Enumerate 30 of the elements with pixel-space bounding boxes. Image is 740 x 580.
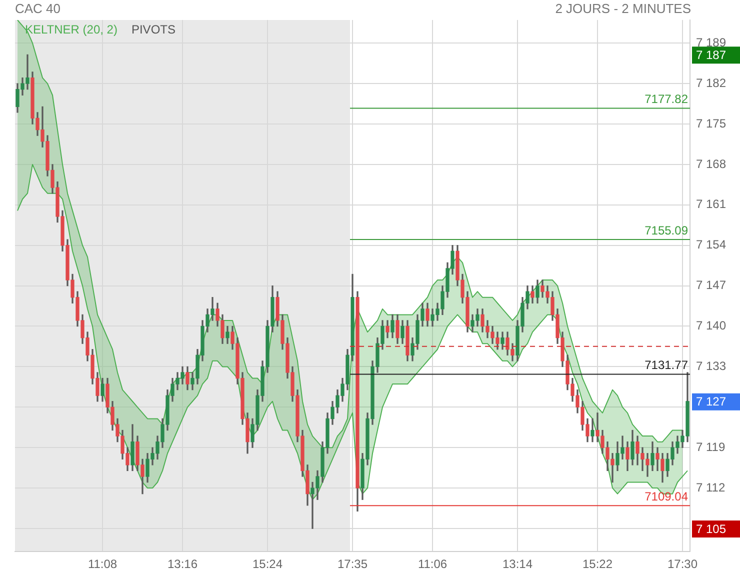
y-tick-label: 7 168 (696, 156, 726, 171)
x-tick-label: 17:30 (667, 557, 698, 572)
y-tick-label: 7 175 (696, 116, 726, 130)
x-tick-label: 11:06 (418, 557, 448, 572)
ref-line-label: 7131.77 (644, 358, 688, 372)
x-tick-label: 13:16 (167, 557, 198, 572)
text: 7 187 (696, 48, 726, 62)
y-tick-label: 7 182 (696, 76, 726, 90)
chart-title: CAC 40 (15, 1, 61, 16)
ref-line-label: 7109.04 (644, 489, 688, 504)
y-tick-label: 7 154 (696, 238, 726, 252)
x-tick-label: 15:22 (582, 557, 613, 572)
y-tick-label: 7 140 (696, 318, 726, 333)
chart-subtitle: 2 JOURS - 2 MINUTES (555, 1, 691, 16)
y-tick-label: 7 119 (696, 440, 726, 454)
ref-line-label: 7155.09 (644, 223, 688, 238)
x-tick-label: 13:14 (502, 557, 533, 572)
text: 7 127 (696, 394, 726, 409)
x-tick-label: 17:35 (337, 557, 368, 572)
y-tick-label: 7 161 (696, 197, 726, 212)
annotation: PIVOTS (131, 22, 176, 36)
text: 7 105 (696, 522, 726, 536)
ref-line-label: 7177.82 (644, 92, 688, 106)
y-tick-label: 7 112 (696, 480, 726, 494)
series-label: KELTNER (20, 2) (25, 22, 118, 36)
y-tick-label: 7 189 (696, 35, 726, 50)
y-tick-label: 7 147 (696, 278, 726, 292)
x-tick-label: 15:24 (252, 557, 283, 572)
x-tick-label: 11:08 (88, 557, 118, 572)
y-tick-label: 7 133 (696, 359, 726, 374)
